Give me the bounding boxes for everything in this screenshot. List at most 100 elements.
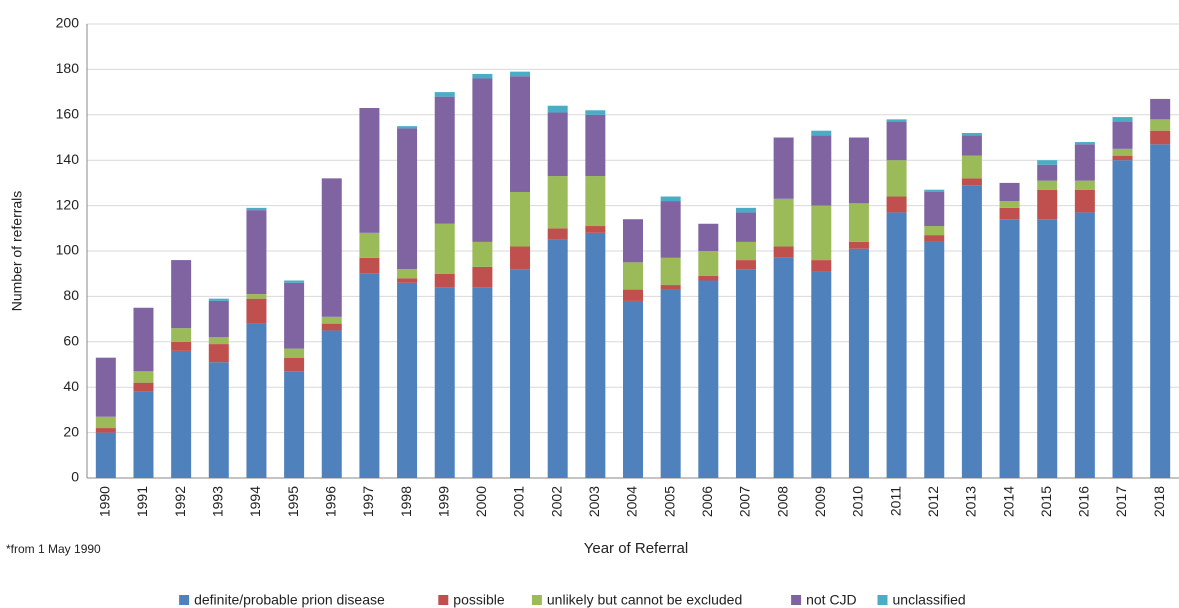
- bar-segment: [660, 257, 681, 286]
- bar-segment: [1150, 98, 1171, 120]
- bar-segment: [585, 176, 606, 227]
- bar-segment: [510, 76, 531, 192]
- bar-segment: [660, 196, 681, 202]
- bar-segment: [1074, 189, 1095, 213]
- bar-segment: [924, 191, 945, 227]
- bar-segment: [961, 135, 982, 156]
- bar-segment: [133, 371, 154, 383]
- bar-segment: [133, 391, 154, 478]
- bar-segment: [95, 432, 116, 478]
- bar-segment: [1037, 160, 1058, 165]
- bar-segment: [359, 273, 380, 478]
- bar-segment: [961, 132, 982, 136]
- bar-segment: [510, 71, 531, 77]
- bar-segment: [397, 128, 418, 270]
- bar-segment: [434, 273, 455, 288]
- bar-segment: [1150, 130, 1171, 145]
- bar-segment: [359, 107, 380, 233]
- bar-segment: [1074, 144, 1095, 181]
- bar-segment: [547, 176, 568, 229]
- y-tick-label: 180: [56, 60, 80, 76]
- bar-segment: [547, 112, 568, 177]
- bar-segment: [284, 280, 305, 283]
- x-tick-label: 2005: [661, 486, 677, 517]
- x-tick-label: 1997: [360, 486, 376, 517]
- bar-segment: [660, 201, 681, 258]
- x-tick-label: 2013: [963, 486, 979, 517]
- bar-segment: [547, 228, 568, 240]
- bar-segment: [773, 137, 794, 199]
- bar-segment: [510, 269, 531, 478]
- bar-segment: [1112, 121, 1133, 149]
- bar-segment: [660, 289, 681, 478]
- bar-segment: [886, 121, 907, 161]
- bar-segment: [886, 160, 907, 197]
- x-tick-label: 1998: [398, 486, 414, 517]
- bar-segment: [208, 337, 229, 345]
- x-tick-label: 2008: [774, 486, 790, 517]
- x-tick-label: 2017: [1113, 486, 1129, 517]
- bar-segment: [735, 269, 756, 478]
- bar-segment: [397, 126, 418, 129]
- bar-segment: [698, 280, 719, 478]
- bar-segment: [811, 205, 832, 261]
- note: *from 1 May 1990: [6, 542, 101, 556]
- y-tick-label: 100: [56, 242, 80, 258]
- bar-segment: [208, 298, 229, 301]
- bar-segment: [811, 260, 832, 272]
- bar-segment: [1037, 189, 1058, 220]
- bar-segment: [284, 282, 305, 349]
- y-tick-label: 160: [56, 106, 80, 122]
- x-axis-title: Year of Referral: [584, 540, 689, 557]
- bar-segment: [886, 119, 907, 122]
- bar-segment: [284, 371, 305, 478]
- bar-segment: [246, 323, 267, 478]
- bar-segment: [848, 241, 869, 249]
- bar-segment: [698, 223, 719, 251]
- bar-segment: [924, 235, 945, 242]
- bar-segment: [961, 155, 982, 179]
- x-tick-label: 2006: [699, 486, 715, 517]
- bar-segment: [1074, 142, 1095, 145]
- bar-segment: [547, 105, 568, 113]
- bar-segment: [133, 382, 154, 392]
- bar-segment: [472, 78, 493, 242]
- bar-segment: [924, 226, 945, 236]
- x-tick-label: 1999: [435, 486, 451, 517]
- bar-segment: [208, 300, 229, 338]
- legend-swatch: [438, 595, 449, 605]
- bar-segment: [510, 191, 531, 247]
- bar-segment: [924, 241, 945, 478]
- bar-segment: [961, 178, 982, 186]
- bar-segment: [1037, 164, 1058, 181]
- x-tick-label: 2004: [624, 486, 640, 517]
- bar-segment: [623, 289, 643, 301]
- bar-segment: [472, 73, 493, 79]
- bar-segment: [1074, 212, 1095, 478]
- bar-segment: [95, 416, 116, 429]
- bar-segment: [246, 294, 267, 299]
- bar-segment: [359, 232, 380, 258]
- x-tick-label: 1994: [247, 486, 263, 517]
- bar-segment: [246, 210, 267, 295]
- bar-segment: [472, 266, 493, 288]
- bar-segment: [434, 96, 455, 224]
- bar-segment: [585, 114, 606, 177]
- bar-segment: [171, 260, 192, 329]
- bar-segment: [623, 300, 643, 478]
- bar-segment: [1150, 144, 1171, 478]
- y-tick-label: 200: [56, 15, 80, 31]
- bar-segment: [1112, 160, 1133, 478]
- bar-segment: [735, 212, 756, 242]
- bar-segment: [284, 357, 305, 372]
- bar-segment: [321, 330, 342, 478]
- bar-segment: [246, 298, 267, 324]
- bar-segment: [208, 344, 229, 363]
- bar-segment: [321, 178, 342, 317]
- bar-segment: [698, 251, 719, 276]
- bar-segment: [735, 207, 756, 213]
- x-tick-label: 2003: [586, 486, 602, 517]
- x-tick-label: 1990: [97, 486, 113, 517]
- bar-segment: [811, 271, 832, 478]
- bar-segment: [848, 203, 869, 242]
